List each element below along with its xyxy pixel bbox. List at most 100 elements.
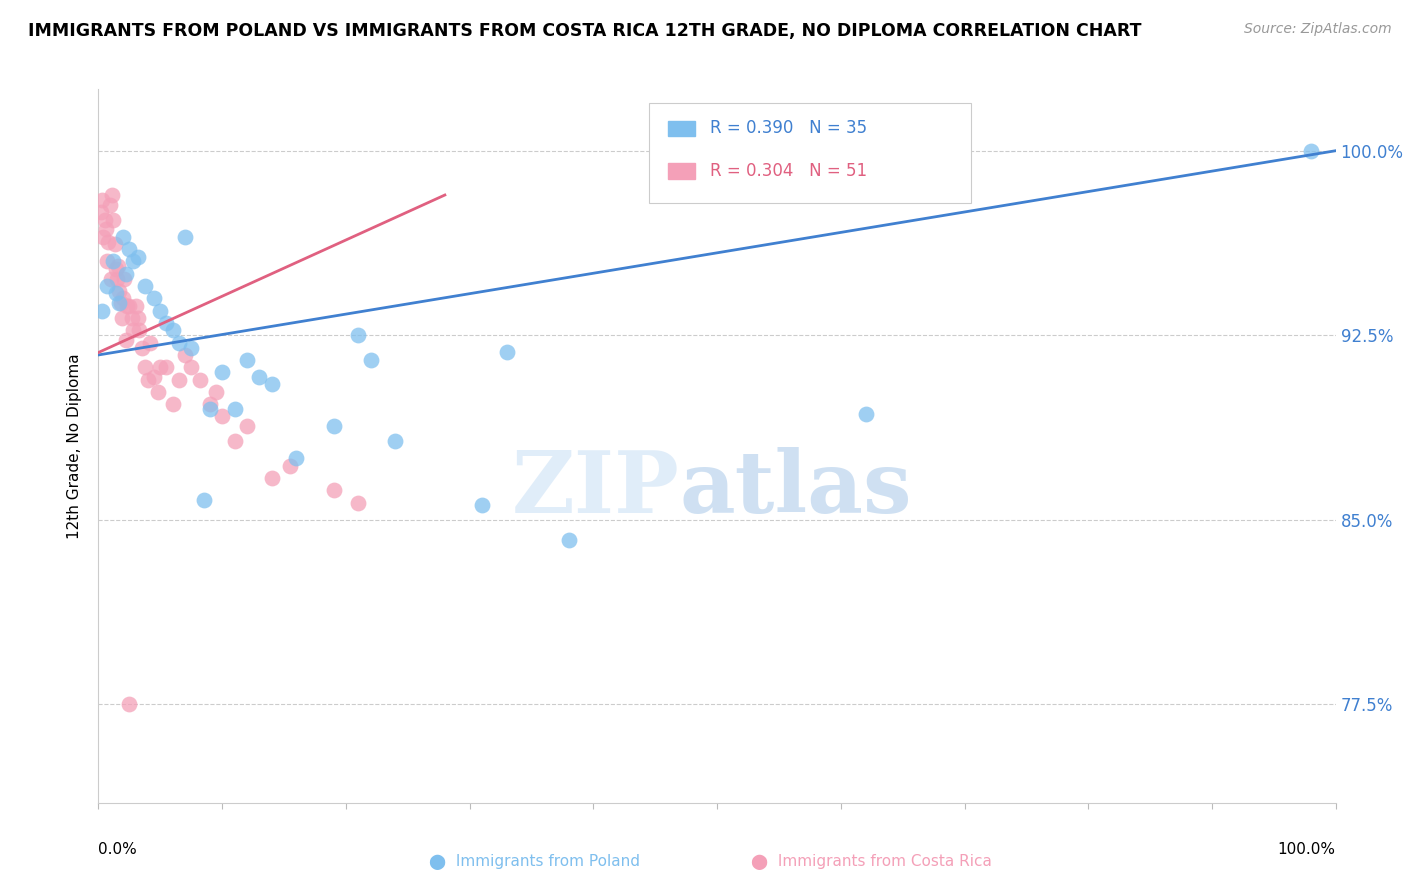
- Point: [167, 335, 190, 350]
- Point: [188, 373, 211, 387]
- Point: [167, 373, 190, 387]
- Point: [91, 303, 114, 318]
- Text: 0.0%: 0.0%: [98, 842, 138, 857]
- Point: [198, 397, 221, 411]
- Point: [128, 323, 150, 337]
- Bar: [668, 120, 695, 136]
- Point: [149, 360, 172, 375]
- Point: [124, 299, 146, 313]
- Point: [122, 323, 145, 337]
- Text: ⬤  Immigrants from Poland: ⬤ Immigrants from Poland: [429, 854, 640, 870]
- Point: [278, 458, 301, 473]
- Point: [118, 242, 141, 256]
- Point: [122, 254, 145, 268]
- Point: [236, 352, 259, 367]
- Point: [347, 328, 370, 343]
- Text: atlas: atlas: [681, 447, 912, 531]
- Point: [96, 279, 118, 293]
- Point: [134, 279, 156, 293]
- Point: [347, 495, 370, 509]
- Point: [384, 434, 406, 448]
- Point: [127, 311, 149, 326]
- Point: [1299, 144, 1322, 158]
- Text: Source: ZipAtlas.com: Source: ZipAtlas.com: [1244, 22, 1392, 37]
- Point: [93, 230, 115, 244]
- Point: [174, 230, 197, 244]
- Point: [108, 296, 131, 310]
- Point: [112, 230, 135, 244]
- Text: ZIP: ZIP: [512, 447, 681, 531]
- Point: [98, 198, 121, 212]
- Point: [103, 237, 125, 252]
- Point: [104, 261, 127, 276]
- Point: [100, 271, 122, 285]
- Point: [103, 212, 125, 227]
- Point: [557, 533, 579, 547]
- Point: [236, 419, 259, 434]
- Bar: [668, 163, 695, 179]
- Point: [471, 498, 494, 512]
- Point: [101, 188, 124, 202]
- Point: [112, 291, 135, 305]
- Point: [121, 311, 143, 326]
- Text: R = 0.304   N = 51: R = 0.304 N = 51: [710, 162, 866, 180]
- Point: [115, 299, 138, 313]
- Point: [360, 352, 382, 367]
- Text: R = 0.390   N = 35: R = 0.390 N = 35: [710, 120, 866, 137]
- Point: [146, 384, 169, 399]
- Point: [174, 348, 197, 362]
- Point: [111, 311, 134, 326]
- Point: [105, 271, 128, 285]
- Point: [149, 303, 172, 318]
- Point: [180, 360, 202, 375]
- Point: [211, 365, 233, 379]
- Point: [93, 212, 115, 227]
- Point: [104, 286, 127, 301]
- Point: [118, 299, 141, 313]
- Point: [193, 493, 215, 508]
- Point: [114, 267, 136, 281]
- Point: [322, 483, 344, 498]
- Point: [322, 419, 344, 434]
- Point: [495, 345, 517, 359]
- Point: [143, 370, 166, 384]
- Point: [855, 407, 877, 421]
- Point: [136, 373, 159, 387]
- Point: [162, 323, 184, 337]
- Point: [285, 451, 308, 466]
- Y-axis label: 12th Grade, No Diploma: 12th Grade, No Diploma: [67, 353, 83, 539]
- Point: [198, 402, 221, 417]
- Point: [205, 384, 228, 399]
- FancyBboxPatch shape: [650, 103, 970, 203]
- Point: [91, 193, 114, 207]
- Point: [127, 250, 149, 264]
- Text: 100.0%: 100.0%: [1278, 842, 1336, 857]
- Text: ⬤  Immigrants from Costa Rica: ⬤ Immigrants from Costa Rica: [751, 854, 993, 870]
- Point: [108, 284, 131, 298]
- Point: [143, 291, 166, 305]
- Point: [131, 341, 153, 355]
- Point: [260, 471, 283, 485]
- Point: [224, 402, 246, 417]
- Point: [112, 271, 135, 285]
- Point: [114, 333, 136, 347]
- Text: IMMIGRANTS FROM POLAND VS IMMIGRANTS FROM COSTA RICA 12TH GRADE, NO DIPLOMA CORR: IMMIGRANTS FROM POLAND VS IMMIGRANTS FRO…: [28, 22, 1142, 40]
- Point: [94, 222, 117, 236]
- Point: [211, 409, 233, 424]
- Point: [162, 397, 184, 411]
- Point: [90, 205, 112, 219]
- Point: [107, 260, 129, 274]
- Point: [134, 360, 156, 375]
- Point: [118, 698, 141, 712]
- Point: [96, 254, 118, 268]
- Point: [155, 316, 177, 330]
- Point: [155, 360, 177, 375]
- Point: [260, 377, 283, 392]
- Point: [247, 370, 270, 384]
- Point: [103, 254, 125, 268]
- Point: [224, 434, 246, 448]
- Point: [180, 341, 202, 355]
- Point: [139, 335, 162, 350]
- Point: [97, 235, 120, 249]
- Point: [110, 296, 132, 310]
